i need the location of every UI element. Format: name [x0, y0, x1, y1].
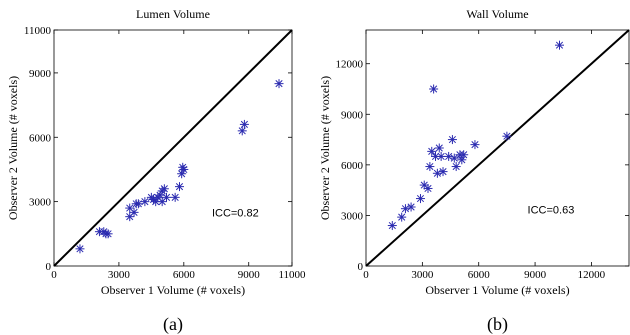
data-point [406, 202, 416, 212]
chart-title: Wall Volume [466, 7, 528, 21]
data-point [237, 126, 247, 136]
data-point [400, 204, 410, 214]
y-tick-label: 3000 [341, 210, 364, 222]
data-point [129, 207, 139, 217]
data-point [387, 221, 397, 231]
x-tick-label: 12000 [578, 269, 606, 281]
wall-volume-chart: 0 3000 6000 9000 12000 0 3000 6000 9000 12000 Wall… [318, 7, 630, 335]
data-point [170, 192, 180, 202]
data-point [103, 229, 113, 239]
data-point [459, 150, 469, 160]
x-tick-label: 9000 [238, 269, 261, 281]
x-tick-label: 6000 [468, 269, 491, 281]
data-point [447, 135, 457, 145]
data-point [434, 143, 444, 153]
y-tick-label: 11000 [24, 25, 52, 37]
icc-annotation: ICC=0.82 [212, 208, 259, 220]
y-tick-label: 3000 [29, 197, 52, 209]
y-axis-label: Observer 2 Volume (# voxels) [318, 76, 332, 220]
subfigure-caption: (b) [487, 314, 508, 335]
y-tick-label: 9000 [341, 109, 364, 121]
data-point [239, 119, 249, 129]
data-point [444, 151, 454, 161]
data-point [427, 146, 437, 156]
data-point [449, 153, 459, 163]
x-tick-label: 0 [51, 269, 57, 281]
data-point [75, 244, 85, 254]
identity-line [365, 29, 630, 267]
data-point [438, 167, 448, 177]
data-point [470, 140, 480, 150]
icc-annotation: ICC=0.63 [528, 205, 575, 217]
lumen-volume-chart: 0 3000 6000 9000 11000 0 3000 6000 9000 11000 Lume… [6, 7, 306, 335]
data-point [133, 199, 143, 209]
data-point [179, 164, 189, 174]
data-point [554, 40, 564, 50]
chart-title: Lumen Volume [136, 7, 210, 21]
data-point [502, 131, 512, 141]
x-tick-label: 11000 [278, 269, 306, 281]
plot-area [53, 29, 293, 267]
x-tick-label: 3000 [108, 269, 131, 281]
y-tick-label: 9000 [29, 68, 52, 80]
plot-area [365, 29, 630, 267]
data-point [429, 84, 439, 94]
x-axis-label: Observer 1 Volume (# voxels) [425, 283, 569, 297]
data-point [415, 194, 425, 204]
x-tick-label: 9000 [524, 269, 547, 281]
data-point [397, 212, 407, 222]
data-point [425, 162, 435, 172]
x-axis-label: Observer 1 Volume (# voxels) [101, 283, 245, 297]
data-point [140, 197, 150, 207]
y-tick-label: 0 [358, 261, 364, 273]
y-tick-label: 12000 [336, 59, 364, 71]
identity-line [53, 29, 293, 267]
data-point [423, 183, 433, 193]
y-tick-label: 6000 [29, 132, 52, 144]
y-tick-label: 0 [46, 261, 52, 273]
x-tick-label: 0 [363, 269, 369, 281]
data-point [451, 162, 461, 172]
x-tick-label: 6000 [173, 269, 196, 281]
y-axis-label: Observer 2 Volume (# voxels) [6, 76, 20, 220]
data-point [432, 168, 442, 178]
data-point [162, 192, 172, 202]
x-tick-label: 3000 [411, 269, 434, 281]
data-point [159, 184, 169, 194]
data-point [174, 182, 184, 192]
y-tick-label: 6000 [341, 160, 364, 172]
data-point [436, 151, 446, 161]
subfigure-caption: (a) [163, 314, 183, 335]
data-point [274, 79, 284, 89]
